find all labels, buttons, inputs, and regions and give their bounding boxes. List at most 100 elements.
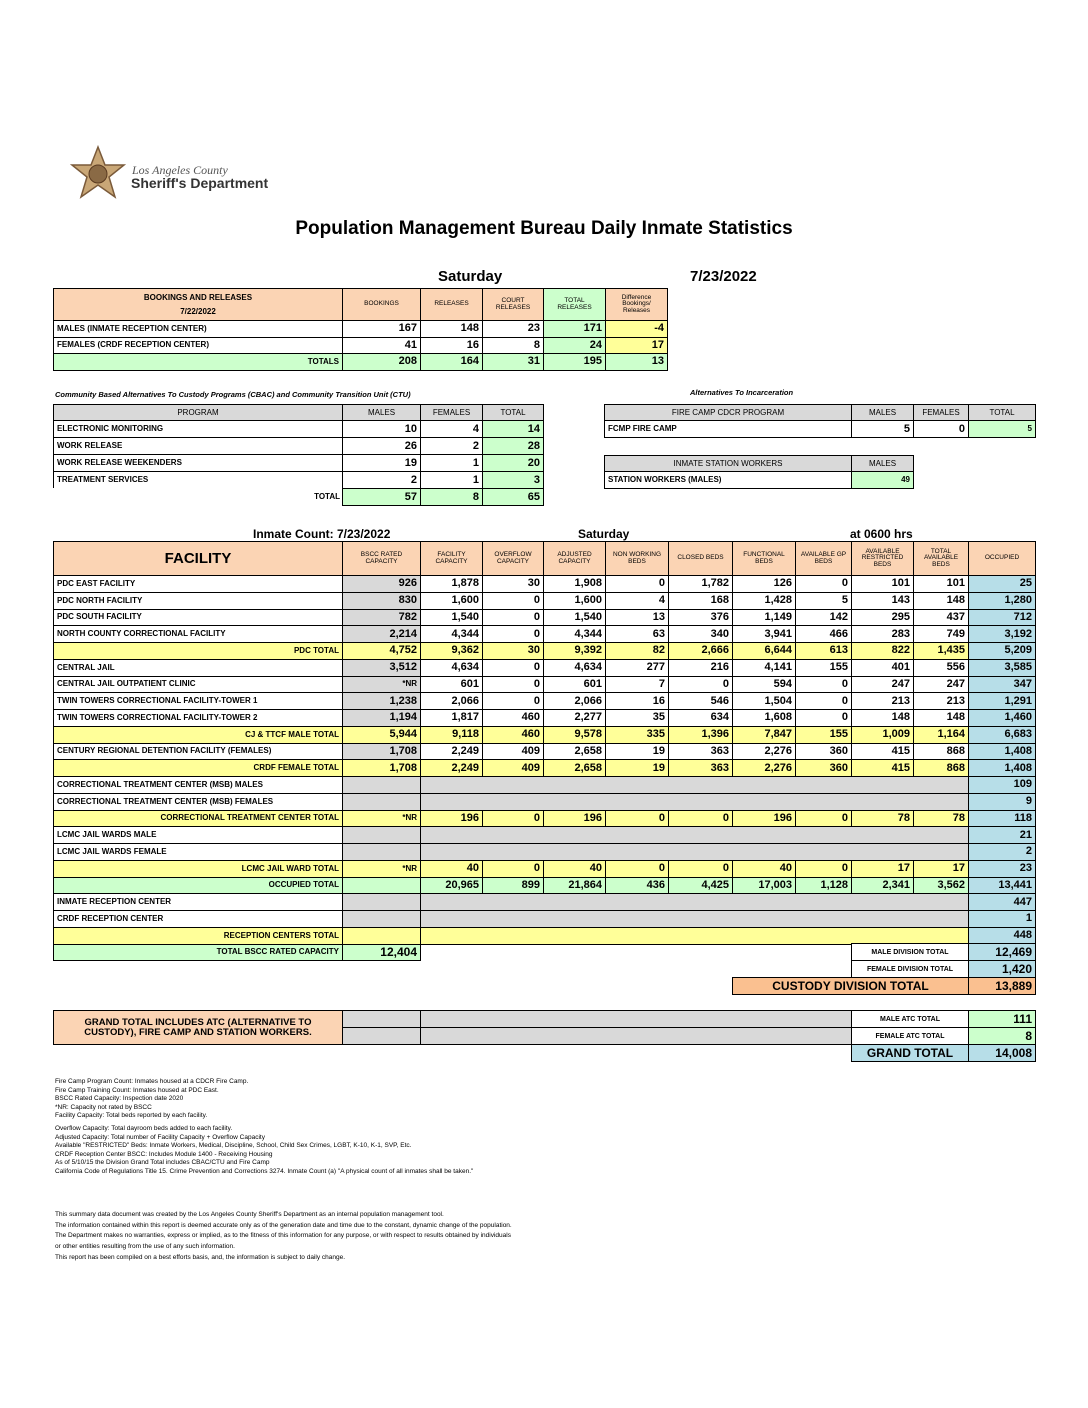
table-cell: 634 bbox=[668, 709, 733, 727]
table-cell: 13 bbox=[605, 608, 669, 627]
blank-cell bbox=[342, 1010, 421, 1028]
table-cell: 0 bbox=[913, 420, 969, 438]
table-cell: MALES bbox=[851, 404, 914, 421]
table-cell: PROGRAM bbox=[53, 404, 343, 421]
table-cell: 2 bbox=[420, 437, 483, 455]
table-cell: 78 bbox=[851, 809, 914, 828]
table-cell: CENTRAL JAIL bbox=[53, 658, 343, 677]
table-cell: TOTAL AVAILABLE BEDS bbox=[913, 541, 969, 576]
table-cell: 1,878 bbox=[420, 575, 483, 593]
table-cell: ELECTRONIC MONITORING bbox=[53, 420, 343, 438]
table-cell: 5,209 bbox=[968, 642, 1036, 660]
table-cell: 335 bbox=[605, 725, 669, 744]
table-cell: 1,435 bbox=[913, 642, 969, 660]
agency-line1: Los Angeles County bbox=[132, 163, 228, 177]
table-cell: TOTAL bbox=[53, 488, 343, 506]
table-cell: 1,408 bbox=[968, 759, 1036, 777]
table-cell: 40 bbox=[732, 859, 796, 878]
table-cell: 24 bbox=[543, 336, 606, 354]
table-cell: COURT RELEASES bbox=[482, 288, 544, 321]
table-cell: TREATMENT SERVICES bbox=[53, 471, 343, 489]
table-cell: INMATE STATION WORKERS bbox=[604, 455, 852, 472]
table-cell: 415 bbox=[851, 759, 914, 777]
table-cell bbox=[342, 843, 421, 861]
table-cell: Difference Bookings/ Releases bbox=[605, 288, 668, 321]
table-cell: 20,965 bbox=[420, 876, 483, 895]
table-cell: 9 bbox=[968, 792, 1036, 811]
table-cell: 65 bbox=[482, 488, 544, 506]
table-cell: BOOKINGS bbox=[342, 288, 421, 321]
table-cell: 1,540 bbox=[543, 608, 606, 627]
table-cell: 1,238 bbox=[342, 692, 421, 710]
table-cell: 167 bbox=[342, 320, 421, 338]
table-cell: 2,658 bbox=[543, 759, 606, 777]
table-cell: 19 bbox=[342, 454, 421, 472]
table-cell: TOTAL bbox=[968, 404, 1036, 421]
table-cell: 1,280 bbox=[968, 591, 1036, 610]
table-cell: 2,341 bbox=[851, 876, 914, 895]
table-cell: 0 bbox=[605, 859, 669, 878]
table-cell: 148 bbox=[913, 709, 969, 727]
table-cell: 2,249 bbox=[420, 759, 483, 777]
table-cell: LCMC JAIL WARDS FEMALE bbox=[53, 843, 343, 861]
table-cell: 782 bbox=[342, 608, 421, 627]
table-cell: MALES (INMATE RECEPTION CENTER) bbox=[53, 320, 343, 338]
table-cell: 35 bbox=[605, 709, 669, 727]
footnote: This summary data document was created b… bbox=[55, 1211, 444, 1218]
table-cell bbox=[342, 826, 421, 844]
table-cell: 347 bbox=[968, 675, 1036, 694]
table-cell: 2,214 bbox=[342, 625, 421, 643]
table-cell: AVAILABLE GP BEDS bbox=[795, 541, 852, 576]
table-cell: 546 bbox=[668, 692, 733, 710]
table-cell: 0 bbox=[668, 809, 733, 828]
table-cell: 0 bbox=[795, 675, 852, 694]
table-cell: *NR bbox=[342, 675, 421, 694]
table-cell: FEMALE DIVISION TOTAL bbox=[851, 960, 969, 978]
section-title: Alternatives To Incarceration bbox=[690, 388, 794, 397]
table-cell: 3,941 bbox=[732, 625, 796, 643]
table-cell: 63 bbox=[605, 625, 669, 643]
table-cell: CJ & TTCF MALE TOTAL bbox=[53, 725, 343, 744]
table-cell: 1,600 bbox=[543, 591, 606, 610]
table-cell: 409 bbox=[482, 742, 544, 761]
table-cell: OCCUPIED bbox=[968, 541, 1036, 576]
table-cell: 822 bbox=[851, 642, 914, 660]
report-date: 7/23/2022 bbox=[690, 268, 757, 285]
table-cell: 31 bbox=[482, 353, 544, 371]
table-cell: 148 bbox=[913, 591, 969, 610]
table-cell: 0 bbox=[482, 809, 544, 828]
table-cell: 415 bbox=[851, 742, 914, 761]
table-cell: 340 bbox=[668, 625, 733, 643]
table-cell: 30 bbox=[482, 575, 544, 593]
table-cell: 283 bbox=[851, 625, 914, 643]
table-cell: 20 bbox=[482, 454, 544, 472]
table-cell: 460 bbox=[482, 709, 544, 727]
table-cell: 926 bbox=[342, 575, 421, 593]
table-cell: 360 bbox=[795, 742, 852, 761]
table-cell: -4 bbox=[605, 320, 668, 338]
table-cell: FEMALES bbox=[913, 404, 969, 421]
blank-cell bbox=[420, 826, 969, 844]
table-cell: MALES bbox=[851, 455, 914, 472]
footnote: *NR: Capacity not rated by BSCC bbox=[55, 1103, 152, 1111]
table-cell: 1 bbox=[968, 910, 1036, 928]
table-cell: 899 bbox=[482, 876, 544, 895]
table-cell: 49 bbox=[851, 471, 914, 489]
table-cell: 1,396 bbox=[668, 725, 733, 744]
table-cell: 23 bbox=[482, 320, 544, 338]
table-cell: 1,408 bbox=[968, 742, 1036, 761]
table-cell: 148 bbox=[851, 709, 914, 727]
footnote: CRDF Reception Center BSCC: Includes Mod… bbox=[55, 1150, 273, 1158]
footnote: As of 5/10/15 the Division Grand Total i… bbox=[55, 1159, 270, 1167]
table-cell: 1,908 bbox=[543, 575, 606, 593]
footnote: Available "RESTRICTED" Beds: Inmate Work… bbox=[55, 1142, 412, 1150]
table-cell: 7,847 bbox=[732, 725, 796, 744]
blank-cell bbox=[420, 776, 969, 794]
table-cell: 0 bbox=[605, 809, 669, 828]
table-cell: 0 bbox=[482, 692, 544, 710]
table-cell: TWIN TOWERS CORRECTIONAL FACILITY-TOWER … bbox=[53, 692, 343, 710]
table-cell: 3,512 bbox=[342, 658, 421, 677]
table-cell: 749 bbox=[913, 625, 969, 643]
table-cell: 1,149 bbox=[732, 608, 796, 627]
footnote: Overflow Capacity: Total dayroom beds ad… bbox=[55, 1125, 233, 1132]
